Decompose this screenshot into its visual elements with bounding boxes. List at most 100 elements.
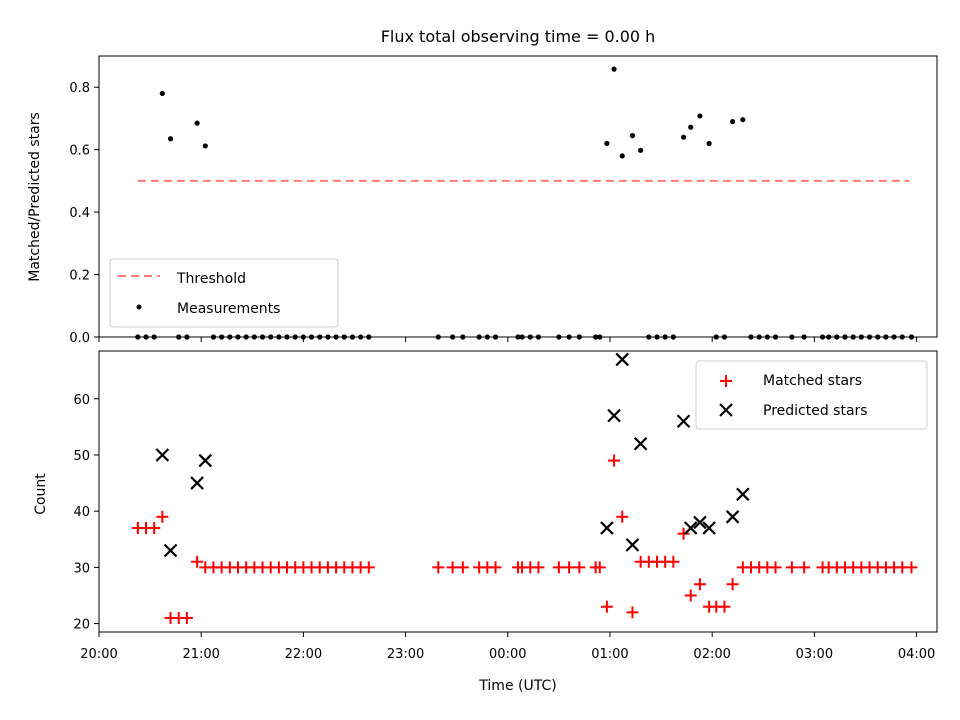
matched-star-point	[362, 561, 375, 574]
matched-star-point	[785, 561, 798, 574]
top-y-tick-label: 0.4	[69, 206, 90, 221]
predicted-star-point	[702, 521, 716, 535]
measurements-legend-swatch	[136, 304, 142, 310]
bottom-panel: 20 30 40 50 60 20:00 21:00 22:00 23:00 00:00 01:0…	[33, 350, 938, 694]
predicted-star-point	[736, 487, 750, 502]
matched-star-point	[718, 600, 731, 613]
threshold-legend-label: Threshold	[176, 271, 246, 287]
predicted-star-point	[615, 352, 630, 367]
predicted-stars-layer	[155, 352, 750, 558]
x-axis-title: Time (UTC)	[478, 678, 556, 694]
predicted-star-point	[725, 510, 740, 524]
bottom-y-axis-title: Count	[33, 473, 49, 515]
top-plot-frame	[98, 55, 938, 338]
matched-star-point	[726, 578, 739, 591]
x-tick-label: 22:00	[285, 647, 322, 662]
predicted-star-point	[155, 448, 170, 462]
bottom-y-tick-label: 50	[73, 449, 90, 464]
matched-star-point	[684, 589, 697, 602]
measurement-point	[730, 118, 736, 125]
x-tick-label: 20:00	[80, 647, 117, 662]
matched-star-point	[677, 527, 690, 540]
top-panel: 0.00.20.40.60.8 Matched/Predicted stars …	[27, 55, 938, 346]
bottom-y-tick-label: 60	[73, 393, 90, 408]
measurement-point	[680, 134, 687, 140]
matched-stars-layer	[131, 454, 918, 624]
predicted-star-point	[190, 476, 204, 490]
x-tick-label: 00:00	[489, 647, 526, 662]
bottom-y-axis: 20 30 40 50 60	[73, 393, 99, 633]
measurement-point	[706, 140, 712, 147]
bottom-plot-frame	[98, 350, 938, 633]
predicted-star-point	[600, 521, 614, 535]
measurement-point	[604, 140, 610, 147]
matched-star-point	[608, 454, 621, 467]
matched-star-point	[626, 606, 639, 619]
bottom-x-axis: 20:00 21:00 22:00 23:00 00:00 01:00 02:00 03:00…	[80, 632, 935, 662]
x-tick-label: 23:00	[387, 647, 424, 662]
matched-star-point	[616, 510, 629, 523]
x-tick-label: 01:00	[591, 647, 628, 662]
bottom-y-tick-label: 40	[73, 505, 90, 520]
top-x-axis	[98, 337, 918, 342]
predicted-star-point	[683, 521, 698, 535]
matched-star-point	[593, 561, 606, 574]
top-y-tick-label: 0.6	[69, 144, 90, 159]
top-legend-box	[109, 258, 339, 328]
x-tick-label: 21:00	[182, 647, 219, 662]
predicted-legend-swatch	[719, 403, 733, 417]
x-tick-label: 03:00	[796, 647, 833, 662]
measurement-point	[167, 136, 174, 142]
measurements-legend-label: Measurements	[177, 301, 280, 317]
measurement-point	[611, 66, 617, 72]
matched-star-point	[489, 561, 502, 574]
measurement-point	[194, 120, 200, 126]
top-y-axis: 0.0 0.2 0.4 0.6 0.8	[69, 81, 99, 346]
x-tick-label: 04:00	[898, 647, 935, 662]
matched-star-point	[798, 561, 811, 574]
matched-legend-swatch	[720, 375, 732, 387]
measurement-point	[159, 90, 165, 97]
measurement-point	[629, 133, 636, 139]
matched-star-point	[148, 522, 161, 535]
matched-star-point	[693, 578, 706, 591]
predicted-star-point	[607, 408, 621, 423]
measurement-point	[697, 113, 703, 119]
top-y-tick-label: 0.0	[69, 331, 90, 346]
predicted-star-point	[693, 515, 707, 530]
chart-title: Flux total observing time = 0.00 h	[381, 27, 656, 46]
measurement-point	[202, 143, 208, 149]
matched-star-point	[600, 600, 613, 613]
matched-legend-label: Matched stars	[763, 373, 862, 389]
measurement-point	[638, 147, 644, 153]
predicted-star-point	[633, 436, 648, 451]
bottom-y-tick-label: 30	[73, 561, 90, 576]
matched-star-point	[456, 561, 469, 574]
matched-star-point	[573, 561, 586, 574]
x-tick-label: 02:00	[693, 647, 730, 662]
matched-star-point	[191, 555, 204, 568]
matched-star-point	[432, 561, 445, 574]
matched-star-point	[769, 561, 782, 574]
matched-star-point	[552, 561, 565, 574]
matched-star-point	[667, 555, 680, 568]
top-y-tick-label: 0.8	[69, 81, 90, 96]
bottom-legend: Matched stars Predicted stars	[695, 360, 928, 430]
top-legend: Threshold Measurements	[109, 258, 339, 328]
measurement-point	[619, 153, 625, 159]
matched-star-point	[156, 510, 169, 523]
predicted-star-point	[625, 538, 640, 552]
predicted-star-point	[198, 453, 213, 468]
predicted-star-point	[676, 414, 691, 429]
bottom-y-tick-label: 20	[73, 618, 90, 633]
top-y-axis-title: Matched/Predicted stars	[27, 112, 43, 282]
matched-star-point	[905, 561, 918, 574]
matched-star-point	[180, 611, 193, 624]
matched-star-point	[563, 561, 576, 574]
predicted-legend-label: Predicted stars	[763, 403, 868, 419]
matched-star-point	[446, 561, 459, 574]
matched-star-point	[532, 561, 545, 574]
measurement-point	[740, 117, 746, 123]
bottom-legend-box	[695, 360, 928, 430]
